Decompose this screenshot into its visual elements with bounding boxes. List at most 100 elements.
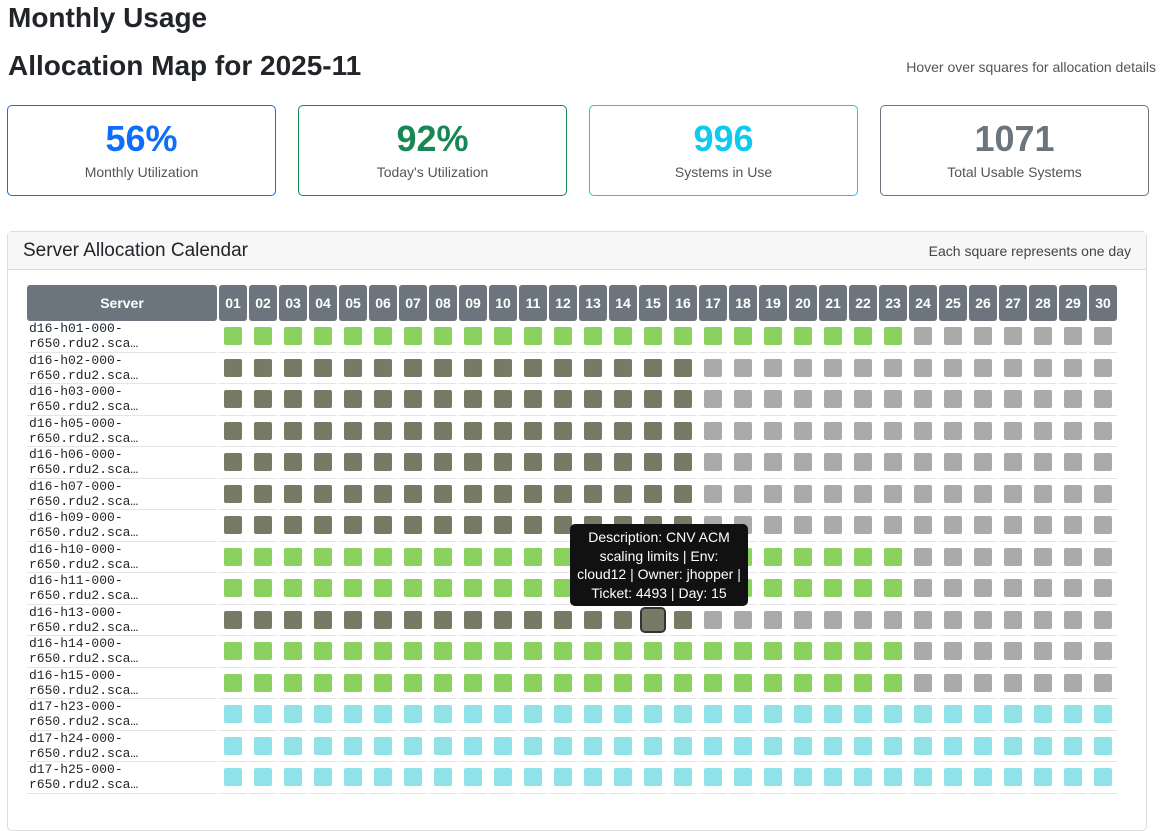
hamster-icon[interactable] [224, 768, 242, 787]
free-day-square[interactable] [764, 421, 782, 440]
hamster-icon[interactable] [584, 768, 602, 787]
server-name[interactable]: d16-h09-000-r650.rdu2.sca… [27, 510, 217, 542]
hamster-icon[interactable] [1004, 768, 1022, 787]
badger-icon[interactable] [614, 421, 632, 440]
badger-icon[interactable] [464, 516, 482, 535]
deer-icon[interactable] [524, 642, 542, 661]
deer-icon[interactable] [314, 547, 332, 566]
badger-icon[interactable] [524, 390, 542, 409]
badger-icon[interactable] [614, 453, 632, 472]
badger-icon[interactable] [434, 610, 452, 629]
deer-icon[interactable] [284, 547, 302, 566]
hamster-icon[interactable] [1004, 736, 1022, 755]
free-day-square[interactable] [914, 358, 932, 377]
free-day-square[interactable] [884, 484, 902, 503]
deer-icon[interactable] [734, 642, 752, 661]
badger-icon[interactable] [494, 484, 512, 503]
badger-icon[interactable] [404, 610, 422, 629]
free-day-square[interactable] [1064, 421, 1082, 440]
free-day-square[interactable] [1034, 421, 1052, 440]
badger-icon[interactable] [524, 484, 542, 503]
badger-icon[interactable] [344, 453, 362, 472]
free-day-square[interactable] [794, 453, 812, 472]
free-day-square[interactable] [944, 453, 962, 472]
deer-icon[interactable] [434, 642, 452, 661]
free-day-square[interactable] [854, 610, 872, 629]
badger-icon[interactable] [344, 516, 362, 535]
free-day-square[interactable] [944, 642, 962, 661]
deer-icon[interactable] [884, 579, 902, 598]
badger-icon[interactable] [314, 358, 332, 377]
badger-icon[interactable] [254, 610, 272, 629]
deer-icon[interactable] [884, 327, 902, 346]
free-day-square[interactable] [1034, 516, 1052, 535]
badger-icon[interactable] [464, 484, 482, 503]
free-day-square[interactable] [1094, 484, 1112, 503]
hamster-icon[interactable] [794, 768, 812, 787]
deer-icon[interactable] [404, 642, 422, 661]
server-name[interactable]: d16-h15-000-r650.rdu2.sca… [27, 668, 217, 699]
badger-icon[interactable] [224, 516, 242, 535]
deer-icon[interactable] [674, 642, 692, 661]
deer-icon[interactable] [554, 327, 572, 346]
free-day-square[interactable] [734, 453, 752, 472]
free-day-square[interactable] [974, 453, 992, 472]
badger-icon[interactable] [284, 358, 302, 377]
hamster-icon[interactable] [434, 705, 452, 724]
free-day-square[interactable] [974, 610, 992, 629]
free-day-square[interactable] [1064, 390, 1082, 409]
hamster-icon[interactable] [974, 705, 992, 724]
hamster-icon[interactable] [494, 768, 512, 787]
hamster-icon[interactable] [554, 768, 572, 787]
badger-icon[interactable] [614, 484, 632, 503]
hamster-icon[interactable] [284, 736, 302, 755]
badger-icon[interactable] [254, 358, 272, 377]
hamster-icon[interactable] [284, 705, 302, 724]
free-day-square[interactable] [764, 610, 782, 629]
badger-icon[interactable] [554, 421, 572, 440]
badger-icon[interactable] [614, 358, 632, 377]
free-day-square[interactable] [1064, 358, 1082, 377]
hamster-icon[interactable] [704, 768, 722, 787]
deer-icon[interactable] [584, 642, 602, 661]
hamster-icon[interactable] [794, 736, 812, 755]
hamster-icon[interactable] [1094, 736, 1112, 755]
badger-icon[interactable] [464, 390, 482, 409]
badger-icon[interactable] [344, 421, 362, 440]
hamster-icon[interactable] [1034, 736, 1052, 755]
badger-icon[interactable] [584, 421, 602, 440]
deer-icon[interactable] [614, 327, 632, 346]
hamster-icon[interactable] [404, 768, 422, 787]
deer-icon[interactable] [584, 673, 602, 692]
free-day-square[interactable] [734, 390, 752, 409]
deer-icon[interactable] [344, 547, 362, 566]
hamster-icon[interactable] [344, 768, 362, 787]
deer-icon[interactable] [254, 547, 272, 566]
badger-icon[interactable] [404, 516, 422, 535]
badger-icon[interactable] [494, 390, 512, 409]
free-day-square[interactable] [854, 421, 872, 440]
free-day-square[interactable] [854, 484, 872, 503]
badger-icon[interactable] [524, 516, 542, 535]
hamster-icon[interactable] [374, 705, 392, 724]
hamster-icon[interactable] [704, 705, 722, 724]
free-day-square[interactable] [974, 673, 992, 692]
badger-icon[interactable] [314, 610, 332, 629]
hamster-icon[interactable] [674, 768, 692, 787]
deer-icon[interactable] [314, 327, 332, 346]
hamster-icon[interactable] [344, 705, 362, 724]
hamster-icon[interactable] [824, 736, 842, 755]
hamster-icon[interactable] [944, 736, 962, 755]
badger-icon[interactable] [344, 610, 362, 629]
deer-icon[interactable] [704, 673, 722, 692]
free-day-square[interactable] [974, 484, 992, 503]
deer-icon[interactable] [314, 579, 332, 598]
badger-icon[interactable] [674, 358, 692, 377]
free-day-square[interactable] [704, 421, 722, 440]
badger-icon[interactable] [404, 421, 422, 440]
badger-icon[interactable] [224, 610, 242, 629]
free-day-square[interactable] [944, 547, 962, 566]
badger-icon[interactable] [554, 610, 572, 629]
free-day-square[interactable] [914, 390, 932, 409]
free-day-square[interactable] [1094, 610, 1112, 629]
